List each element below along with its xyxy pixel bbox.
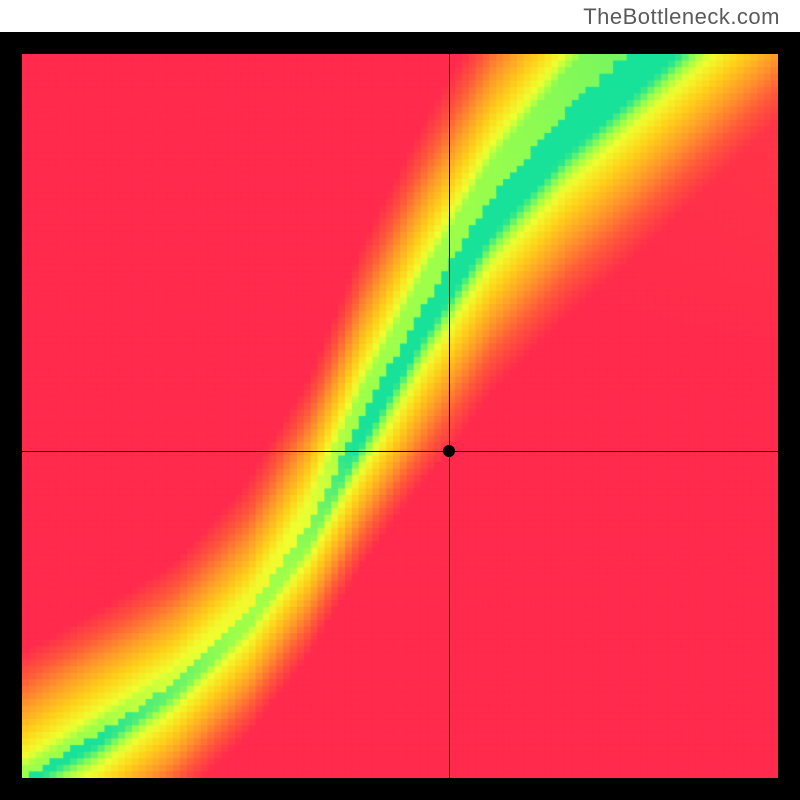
watermark-text: TheBottleneck.com [583, 4, 780, 30]
bottleneck-heatmap-frame [0, 32, 800, 800]
crosshair-marker-dot [443, 445, 455, 457]
crosshair-horizontal [22, 451, 778, 452]
crosshair-vertical [449, 54, 450, 778]
bottleneck-heatmap [22, 54, 778, 778]
